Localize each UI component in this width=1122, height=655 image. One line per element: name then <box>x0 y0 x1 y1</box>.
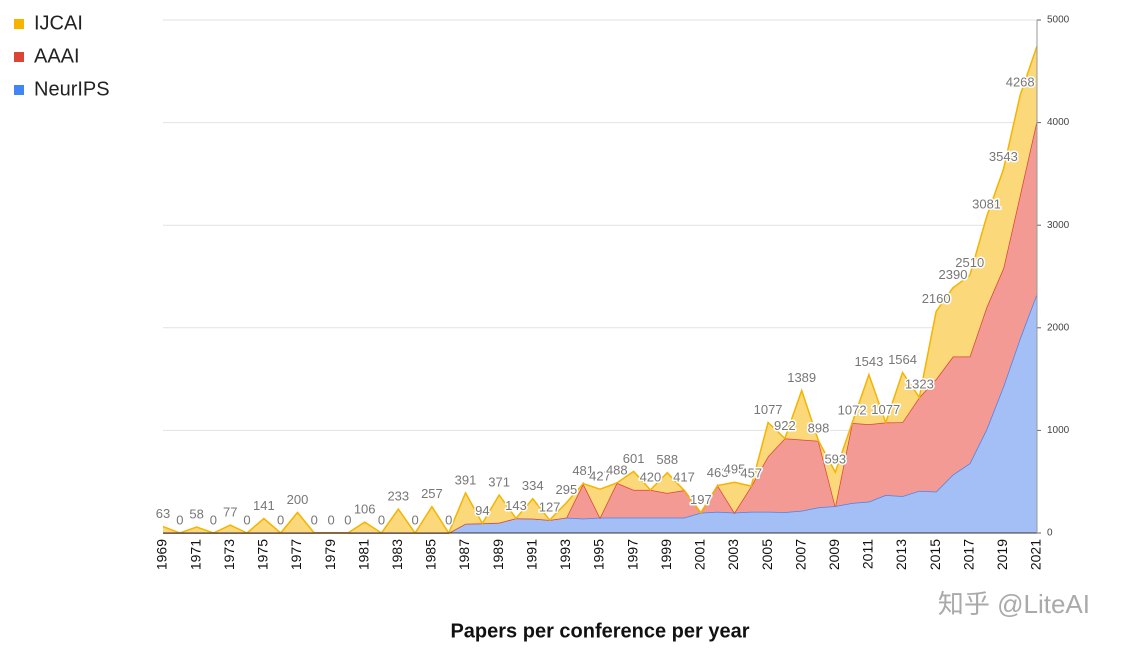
total-label: 2160 <box>922 291 951 306</box>
x-tick-label: 1989 <box>490 539 506 570</box>
x-tick-label: 1975 <box>255 539 271 570</box>
x-tick-label: 2001 <box>692 539 708 570</box>
total-label: 0 <box>327 512 334 527</box>
total-label: 1564 <box>888 352 917 367</box>
legend-label: IJCAI <box>34 12 83 34</box>
total-label: 488 <box>606 462 628 477</box>
x-tick-label: 1977 <box>288 539 304 570</box>
y-tick-label: 2000 <box>1047 322 1070 333</box>
x-tick-label: 2011 <box>860 539 876 569</box>
x-tick-label: 1971 <box>187 539 203 570</box>
x-tick-label: 1973 <box>221 539 237 570</box>
x-tick-label: 1985 <box>423 539 439 570</box>
total-label: 1323 <box>905 377 934 392</box>
area <box>163 293 1037 533</box>
x-tick-label: 1995 <box>591 539 607 570</box>
y-tick-label: 5000 <box>1047 15 1070 26</box>
x-tick-label: 2013 <box>893 539 909 570</box>
legend-swatch <box>14 52 24 62</box>
x-tick-label: 1987 <box>456 539 472 570</box>
area-line <box>162 45 1038 535</box>
total-label: 141 <box>253 498 275 513</box>
x-tick-label: 2015 <box>927 539 943 570</box>
total-label: 334 <box>522 478 544 493</box>
total-label: 77 <box>223 505 237 520</box>
total-label: 427 <box>589 469 611 484</box>
total-label: 1389 <box>787 370 816 385</box>
total-label: 0 <box>243 512 250 527</box>
total-label: 0 <box>176 512 183 527</box>
total-label: 898 <box>808 420 830 435</box>
y-tick-label: 4000 <box>1047 117 1070 128</box>
x-tick-label: 2005 <box>759 539 775 570</box>
total-label: 0 <box>411 512 418 527</box>
legend-label: NeurIPS <box>34 78 110 100</box>
total-label: 233 <box>387 489 409 504</box>
x-tick-label: 1983 <box>389 539 405 570</box>
x-tick-label: 2009 <box>826 539 842 570</box>
x-tick-label: 1993 <box>557 539 573 570</box>
x-tick-label: 1991 <box>523 539 539 570</box>
chart-title: Papers per conference per year <box>450 620 749 642</box>
y-tick-label: 0 <box>1047 528 1053 539</box>
total-label: 481 <box>572 463 594 478</box>
total-label: 1072 <box>838 402 867 417</box>
x-tick-label: 1997 <box>624 539 640 570</box>
total-label: 0 <box>277 512 284 527</box>
x-tick-label: 2019 <box>994 539 1010 570</box>
total-label: 257 <box>421 486 443 501</box>
total-label: 457 <box>740 466 762 481</box>
total-label: 94 <box>475 503 489 518</box>
total-label: 0 <box>445 512 452 527</box>
y-tick-label: 1000 <box>1047 425 1070 436</box>
legend-swatch <box>14 19 24 29</box>
total-label: 417 <box>673 470 695 485</box>
y-tick-label: 3000 <box>1047 220 1070 231</box>
total-label: 922 <box>774 418 796 433</box>
total-label: 4268 <box>1006 75 1035 90</box>
total-label: 3081 <box>972 196 1001 211</box>
total-label: 371 <box>488 474 510 489</box>
total-label: 463 <box>707 465 729 480</box>
x-tick-label: 1981 <box>355 539 371 570</box>
watermark: 知乎 @LiteAI <box>938 589 1090 619</box>
total-label: 295 <box>556 482 578 497</box>
x-tick-label: 2021 <box>1028 539 1044 570</box>
total-label: 127 <box>539 499 561 514</box>
total-label: 197 <box>690 492 712 507</box>
total-label: 0 <box>210 512 217 527</box>
total-label: 0 <box>378 512 385 527</box>
total-label: 391 <box>455 472 477 487</box>
total-label: 58 <box>189 506 203 521</box>
total-label: 2510 <box>955 255 984 270</box>
total-label: 1077 <box>754 402 783 417</box>
x-tick-label: 1999 <box>658 539 674 570</box>
total-label: 3543 <box>989 149 1018 164</box>
total-label: 495 <box>724 462 746 477</box>
x-tick-label: 1969 <box>154 539 170 570</box>
total-label: 0 <box>311 512 318 527</box>
total-label: 143 <box>505 498 527 513</box>
total-label: 601 <box>623 451 645 466</box>
total-label: 63 <box>156 506 170 521</box>
legend-label: AAAI <box>34 45 80 67</box>
total-label: 106 <box>354 502 376 517</box>
total-label: 2390 <box>939 267 968 282</box>
legend-swatch <box>14 85 24 95</box>
x-tick-label: 1979 <box>322 539 338 570</box>
total-label: 1077 <box>871 402 900 417</box>
x-tick-label: 2017 <box>960 539 976 570</box>
total-label: 593 <box>824 452 846 467</box>
total-label: 588 <box>656 452 678 467</box>
total-label: 0 <box>344 512 351 527</box>
total-label: 420 <box>640 469 662 484</box>
total-label: 200 <box>287 492 309 507</box>
x-tick-label: 2007 <box>792 539 808 570</box>
x-tick-label: 2003 <box>725 539 741 570</box>
total-label: 1543 <box>854 354 883 369</box>
